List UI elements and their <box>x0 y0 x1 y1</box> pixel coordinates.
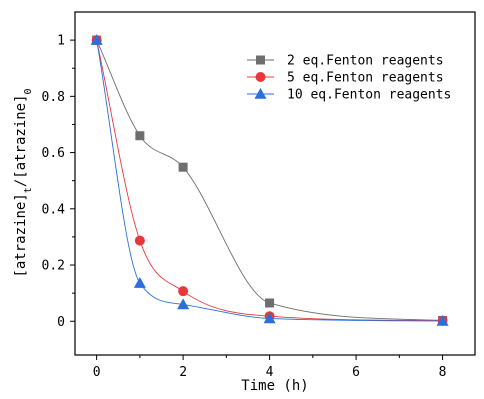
y-axis-label: [atrazine]t/[atrazine]0 <box>13 88 34 277</box>
series-line <box>96 39 443 321</box>
data-point <box>177 298 190 310</box>
y-axis-label-mid: /[atrazine] <box>13 94 29 187</box>
data-point <box>263 312 276 324</box>
x-axis-label: Time (h) <box>241 378 308 394</box>
y-tick-label: 0 <box>57 315 65 330</box>
y-tick-label: 0.4 <box>42 202 66 217</box>
legend-label: 5 eq.Fenton reagents <box>287 71 444 86</box>
y-axis-ticks: 0 0.2 0.4 0.6 0.8 1 <box>42 34 75 330</box>
legend-marker <box>256 55 265 65</box>
data-point <box>134 235 145 246</box>
legend: 2 eq.Fenton reagents 5 eq.Fenton reagents… <box>247 54 451 103</box>
data-point <box>178 286 189 297</box>
y-axis-label-sub-0: 0 <box>23 88 34 94</box>
legend-label: 2 eq.Fenton reagents <box>287 54 444 69</box>
y-tick-label: 0.8 <box>42 90 65 105</box>
x-tick-label: 4 <box>266 365 274 380</box>
y-axis-label-main: [atrazine] <box>13 193 29 277</box>
legend-label: 10 eq.Fenton reagents <box>287 88 451 103</box>
x-tick-label: 2 <box>179 365 187 380</box>
y-tick-label: 0.6 <box>42 146 65 161</box>
x-tick-label: 0 <box>93 365 101 380</box>
data-point <box>265 298 275 308</box>
legend-marker <box>255 72 266 82</box>
y-axis-label-sub-t: t <box>23 187 34 193</box>
series-markers <box>90 34 449 326</box>
data-point <box>178 162 188 172</box>
x-axis-ticks: 0 2 4 6 8 <box>93 355 447 380</box>
y-tick-label: 1 <box>57 34 65 49</box>
data-point <box>135 131 145 141</box>
data-point <box>133 277 146 288</box>
plot-frame <box>74 11 476 356</box>
x-tick-label: 6 <box>352 365 360 380</box>
x-tick-label: 8 <box>439 365 447 380</box>
y-tick-label: 0.2 <box>42 259 65 274</box>
data-point <box>90 34 103 45</box>
data-point <box>436 314 449 326</box>
legend-marker <box>254 88 267 99</box>
